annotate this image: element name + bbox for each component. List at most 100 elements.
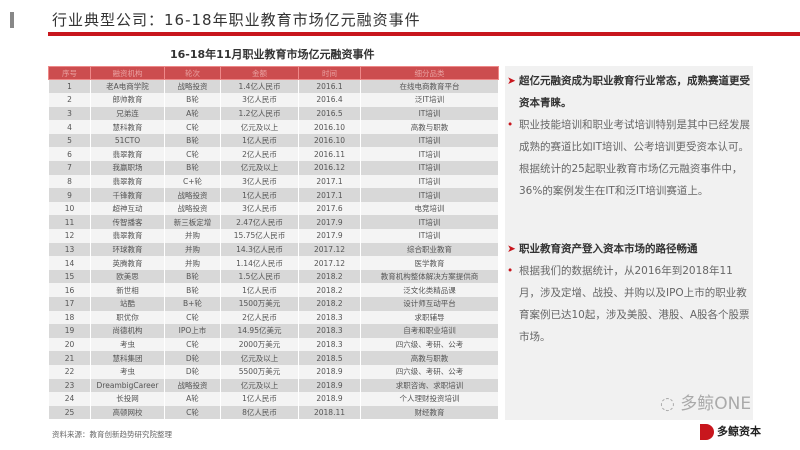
table-cell: 2016.11 xyxy=(298,147,361,162)
table-cell: C轮 xyxy=(164,405,221,420)
table-row: 11 传智播客 新三板定增 2.47亿人民币 2017.9 IT培训 xyxy=(48,215,499,230)
table-cell: 战略投资 xyxy=(164,378,221,393)
table-cell: 22 xyxy=(48,364,91,379)
table-cell: 2018.5 xyxy=(298,351,361,365)
table-cell: 2016.12 xyxy=(298,161,361,175)
table-cell: 2018.2 xyxy=(298,297,361,311)
table-cell: 2000万美元 xyxy=(220,337,299,352)
table-cell: 综合职业教育 xyxy=(360,242,499,257)
table-cell: 1.4亿人民币 xyxy=(220,79,299,94)
table-cell: 7 xyxy=(48,161,91,175)
table-row: 13 环球教育 并购 14.3亿人民币 2017.12 综合职业教育 xyxy=(48,242,499,257)
table-row: 16 新世相 B轮 1亿人民币 2018.2 泛文化类精品课 xyxy=(48,283,499,297)
table-cell: B轮 xyxy=(164,133,221,148)
table-cell: 亿元及以上 xyxy=(220,161,299,175)
table-cell: B轮 xyxy=(164,93,221,107)
table-cell: 站酷 xyxy=(90,297,165,311)
table-cell: 新世相 xyxy=(90,283,165,297)
table-cell: IT培训 xyxy=(360,147,499,162)
table-cell: 5 xyxy=(48,133,91,148)
table-row: 25 高顿网校 C轮 8亿人民币 2018.11 财经教育 xyxy=(48,405,499,420)
table-cell: 教育机构整体解决方案提供商 xyxy=(360,269,499,284)
table-cell: 在线电商教育平台 xyxy=(360,79,499,94)
table-cell: 1亿人民币 xyxy=(220,283,299,297)
column-header: 金额 xyxy=(220,66,299,80)
table-row: 8 翡翠教育 C+轮 3亿人民币 2017.1 IT培训 xyxy=(48,174,499,189)
table-cell: 15.75亿人民币 xyxy=(220,229,299,243)
table-cell: 51CTO xyxy=(90,133,165,148)
table-cell: C轮 xyxy=(164,310,221,325)
table-cell: 四六级、考研、公考 xyxy=(360,364,499,379)
table-cell: 2017.1 xyxy=(298,174,361,189)
arrow-bullet-icon: ➤ xyxy=(507,243,516,255)
insight-heading: 超亿元融资成为职业教育行业常态，成熟赛道更受资本青睐。 xyxy=(519,75,750,109)
table-header: 序号 融资机构 轮次 金额 时间 细分品类 xyxy=(48,66,499,80)
table-cell: 1 xyxy=(48,79,91,94)
page-title: 行业典型公司：16-18年职业教育市场亿元融资事件 xyxy=(52,11,421,29)
table-cell: A轮 xyxy=(164,106,221,121)
table-cell: 2016.5 xyxy=(298,106,361,121)
table-cell: 老A电商学院 xyxy=(90,79,165,94)
table-cell: IT培训 xyxy=(360,215,499,230)
table-title: 16-18年11月职业教育市场亿元融资事件 xyxy=(170,48,375,61)
table-cell: 亿元及以上 xyxy=(220,378,299,393)
table-cell: 考虫 xyxy=(90,337,165,352)
table-cell: 翡翠教育 xyxy=(90,229,165,243)
table-cell: 2016.1 xyxy=(298,79,361,94)
table-cell: 兄弟连 xyxy=(90,106,165,121)
table-cell: 亿元及以上 xyxy=(220,120,299,134)
table-cell: 亿元及以上 xyxy=(220,351,299,365)
table-cell: 2018.9 xyxy=(298,364,361,379)
table-cell: 2 xyxy=(48,93,91,107)
table-cell: 2018.3 xyxy=(298,324,361,338)
column-header: 细分品类 xyxy=(360,66,499,80)
table-cell: 泛IT培训 xyxy=(360,93,499,107)
table-cell: 2017.9 xyxy=(298,229,361,243)
table-cell: 1.14亿人民币 xyxy=(220,256,299,270)
table-cell: 1亿人民币 xyxy=(220,188,299,202)
table-cell: IPO上市 xyxy=(164,324,221,338)
column-header: 融资机构 xyxy=(90,66,165,80)
table-cell: 2018.11 xyxy=(298,405,361,420)
table-cell: 传智播客 xyxy=(90,215,165,230)
title-divider xyxy=(48,32,800,36)
table-cell: C轮 xyxy=(164,120,221,134)
table-cell: 2017.6 xyxy=(298,201,361,216)
table-cell: 战略投资 xyxy=(164,201,221,216)
table-cell: C轮 xyxy=(164,147,221,162)
table-cell: 2017.9 xyxy=(298,215,361,230)
table-cell: 战略投资 xyxy=(164,79,221,94)
dot-bullet-icon: • xyxy=(507,119,514,131)
table-cell: 求职辅导 xyxy=(360,310,499,325)
table-cell: 千锋教育 xyxy=(90,188,165,202)
table-cell: 尚德机构 xyxy=(90,324,165,338)
table-cell: 2017.12 xyxy=(298,256,361,270)
table-cell: B轮 xyxy=(164,269,221,284)
table-cell: 翡翠教育 xyxy=(90,147,165,162)
table-cell: 15 xyxy=(48,269,91,284)
table-cell: 2018.2 xyxy=(298,269,361,284)
table-cell: 我赢职场 xyxy=(90,161,165,175)
table-cell: 2016.10 xyxy=(298,120,361,134)
table-row: 4 慧科教育 C轮 亿元及以上 2016.10 高教与职教 xyxy=(48,120,499,134)
table-row: 15 欧美思 B轮 1.5亿人民币 2018.2 教育机构整体解决方案提供商 xyxy=(48,269,499,284)
table-cell: 2018.9 xyxy=(298,378,361,393)
table-cell: C轮 xyxy=(164,337,221,352)
table-row: 24 长投网 A轮 1亿人民币 2018.9 个人理财投资培训 xyxy=(48,392,499,406)
table-cell: 5500万美元 xyxy=(220,364,299,379)
table-cell: 慧科教育 xyxy=(90,120,165,134)
table-cell: 2016.4 xyxy=(298,93,361,107)
table-row: 20 考虫 C轮 2000万美元 2018.3 四六级、考研、公考 xyxy=(48,337,499,352)
dot-bullet-icon: • xyxy=(507,265,514,277)
table-row: 1 老A电商学院 战略投资 1.4亿人民币 2016.1 在线电商教育平台 xyxy=(48,79,499,94)
table-cell: 英腾教育 xyxy=(90,256,165,270)
table-cell: 12 xyxy=(48,229,91,243)
wechat-watermark: ◌ 多鲸ONE xyxy=(660,394,751,414)
table-cell: 并购 xyxy=(164,256,221,270)
table-cell: 欧美思 xyxy=(90,269,165,284)
table-cell: 3亿人民币 xyxy=(220,201,299,216)
table-cell: 18 xyxy=(48,310,91,325)
table-cell: 2018.2 xyxy=(298,283,361,297)
source-note: 资料来源：教育创新趋势研究院整理 xyxy=(52,430,172,439)
brand-logo-icon xyxy=(700,424,714,440)
